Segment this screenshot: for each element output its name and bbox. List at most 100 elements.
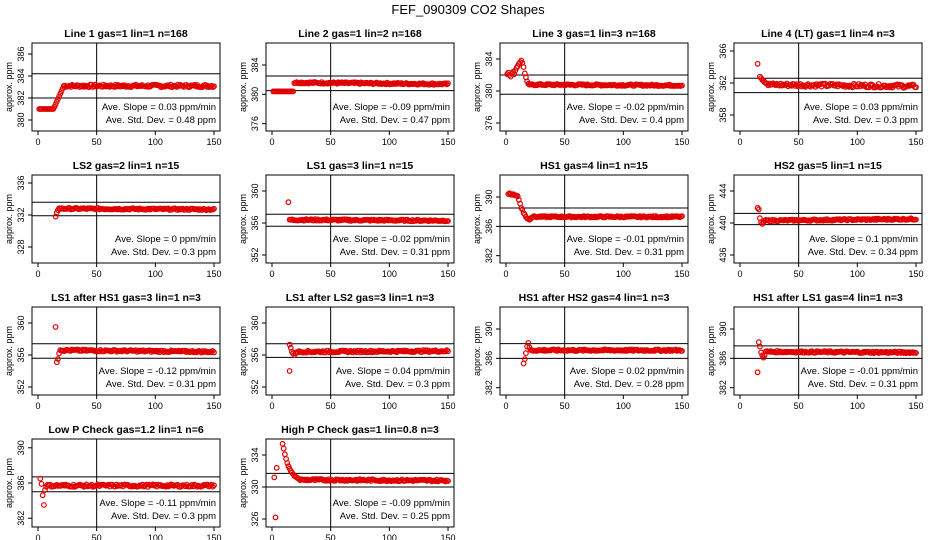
std-dev-annotation: Ave. Std. Dev. = 0.3 ppm [111,247,216,258]
panel-frame [31,42,221,132]
y-tick-label: 366 [718,43,728,58]
y-axis-label: approx. ppm [472,326,482,376]
std-dev-annotation: Ave. Std. Dev. = 0.34 ppm [808,247,918,258]
y-tick-label: 376 [250,116,260,131]
slope-annotation: Ave. Slope = -0.12 ppm/min [99,366,216,377]
y-axis-label: approx. ppm [238,62,248,112]
data-point [679,348,685,354]
data-point [445,348,451,355]
data-point [772,82,779,89]
data-point [443,81,450,88]
slope-annotation: Ave. Slope = 0.04 ppm/min [336,366,450,377]
y-tick-label: 358 [718,107,728,122]
data-point [523,350,529,357]
x-tick-label: 0 [269,401,274,411]
data-point [364,477,371,484]
x-tick-label: 0 [35,533,40,540]
y-tick-label: 352 [16,379,26,394]
data-point [778,82,785,89]
x-tick-label: 150 [440,137,455,147]
panel-title: Line 4 (LT) gas=1 lin=4 n=3 [761,28,895,40]
data-point [211,205,217,212]
y-tick-label: 436 [718,247,728,262]
data-point [754,369,761,376]
y-axis-label: approx. ppm [4,326,14,376]
slope-annotation: Ave. Slope = -0.09 ppm/min [333,498,450,509]
data-point [400,216,407,223]
x-tick-label: 150 [440,269,455,279]
y-axis-label: approx. ppm [4,62,14,112]
panel-frame [265,438,455,528]
y-tick-label: 360 [250,183,260,198]
data-point [286,341,293,348]
panel-frame [733,42,923,132]
y-tick-label: 386 [16,475,26,490]
y-tick-label: 384 [484,51,494,66]
data-point [155,347,162,354]
y-tick-label: 332 [16,207,26,222]
y-tick-label: 330 [250,479,260,494]
y-axis-label: approx. ppm [238,458,248,508]
x-tick-label: 100 [382,269,397,279]
y-tick-label: 382 [16,511,26,526]
x-tick-label: 100 [616,137,631,147]
data-point [199,206,206,213]
y-tick-label: 390 [484,189,494,204]
x-tick-label: 150 [908,401,923,411]
y-tick-label: 380 [250,87,260,102]
panel-frame [31,174,221,264]
x-tick-label: 50 [92,401,102,411]
panel-title: LS1 after LS2 gas=3 lin=1 n=3 [286,292,435,304]
data-point [832,349,839,356]
data-point [679,82,685,89]
data-point [273,464,280,471]
data-point [211,349,217,356]
slope-annotation: Ave. Slope = 0.03 ppm/min [102,102,216,113]
data-point [844,82,851,89]
y-axis-label: approx. ppm [706,326,716,376]
data-point [445,80,451,87]
x-tick-label: 150 [206,401,221,411]
std-dev-annotation: Ave. Std. Dev. = 0.28 ppm [574,379,684,390]
panel-frame [499,306,689,396]
x-tick-label: 100 [382,533,397,540]
x-tick-label: 100 [850,137,865,147]
x-tick-label: 0 [269,533,274,540]
data-point [209,483,216,490]
data-point [280,445,287,452]
x-tick-label: 50 [794,137,804,147]
slope-annotation: Ave. Slope = -0.11 ppm/min [99,498,216,509]
panel-frame [499,42,689,132]
panel-title: High P Check gas=1 lin=0.8 n=3 [281,424,439,436]
x-tick-label: 100 [148,533,163,540]
data-point [208,349,215,356]
data-point [135,206,142,213]
data-point [286,368,293,374]
x-tick-label: 50 [326,533,336,540]
data-point [445,218,451,224]
x-tick-label: 150 [674,137,689,147]
std-dev-annotation: Ave. Std. Dev. = 0.3 ppm [813,115,918,126]
data-point [427,477,434,483]
slope-annotation: Ave. Slope = -0.02 ppm/min [567,102,684,113]
x-tick-label: 100 [382,401,397,411]
y-tick-label: 360 [250,315,260,330]
data-point [514,193,521,200]
panel-frame [265,306,455,396]
panel-title: HS2 gas=5 lin=1 n=15 [774,160,882,172]
std-dev-annotation: Ave. Std. Dev. = 0.4 ppm [579,115,684,126]
x-tick-label: 0 [503,137,508,147]
data-point [519,206,526,213]
x-tick-label: 50 [794,401,804,411]
x-tick-label: 150 [908,137,923,147]
y-tick-label: 444 [718,183,728,198]
data-point [672,346,679,353]
std-dev-annotation: Ave. Std. Dev. = 0.31 ppm [340,247,450,258]
y-tick-label: 380 [16,112,26,127]
y-tick-label: 328 [16,239,26,254]
panel-title: HS1 gas=4 lin=1 n=15 [540,160,648,172]
x-tick-label: 50 [560,137,570,147]
x-tick-label: 150 [206,137,221,147]
data-point [55,356,61,362]
